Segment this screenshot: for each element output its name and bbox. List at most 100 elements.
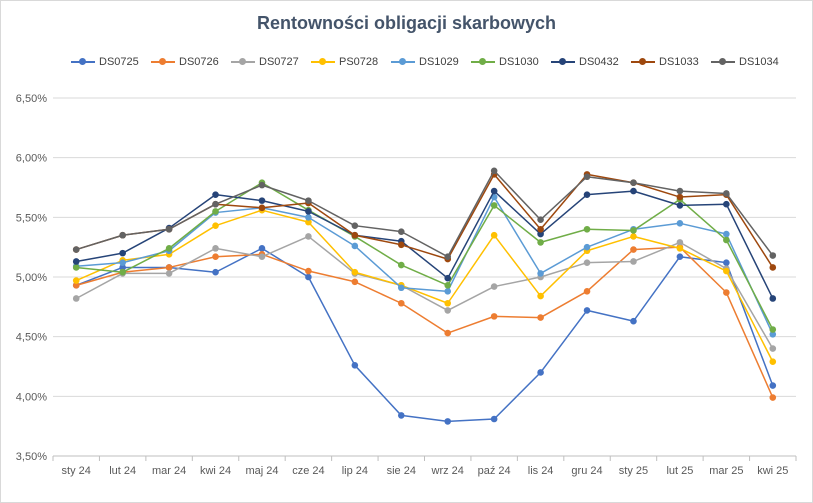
data-point xyxy=(583,259,591,266)
data-point xyxy=(72,264,80,271)
data-point xyxy=(769,326,777,333)
data-point xyxy=(676,239,684,246)
data-point xyxy=(119,249,126,257)
data-point xyxy=(351,278,359,286)
series-ds1034 xyxy=(72,167,777,261)
series-line xyxy=(76,196,774,335)
data-point xyxy=(676,253,684,261)
legend-label: DS1029 xyxy=(419,56,459,68)
data-point xyxy=(72,258,80,265)
data-point xyxy=(212,191,219,198)
x-tick-label: gru 24 xyxy=(571,465,602,477)
data-point xyxy=(72,282,80,289)
data-point xyxy=(583,288,591,295)
data-point xyxy=(444,288,452,295)
data-point xyxy=(583,307,591,314)
data-point xyxy=(397,284,405,292)
legend-swatch xyxy=(391,57,415,67)
legend-item: DS1033 xyxy=(631,53,699,71)
data-point xyxy=(676,202,684,209)
data-point xyxy=(723,190,730,197)
data-point xyxy=(723,200,730,208)
data-point xyxy=(490,167,498,175)
y-tick-label: 6,50% xyxy=(16,93,47,105)
data-point xyxy=(676,220,684,227)
data-point xyxy=(537,292,544,300)
data-point xyxy=(630,233,637,240)
data-point xyxy=(676,193,684,201)
chart-title: Rentowności obligacji skarbowych xyxy=(256,13,557,33)
data-point xyxy=(490,415,498,423)
series-ds0726 xyxy=(72,243,777,401)
data-point xyxy=(583,173,591,181)
data-point xyxy=(444,282,452,289)
data-point xyxy=(305,214,312,221)
data-point xyxy=(444,329,452,337)
data-point xyxy=(537,314,544,321)
data-point xyxy=(537,216,544,224)
legend-item: DS1030 xyxy=(471,53,539,71)
series-ps0728 xyxy=(72,206,777,366)
data-point xyxy=(630,258,637,265)
x-tick-label: sty 25 xyxy=(619,465,648,477)
data-point xyxy=(537,239,544,246)
legend-swatch xyxy=(71,57,95,67)
data-point xyxy=(119,268,126,276)
data-point xyxy=(723,230,730,238)
legend-swatch xyxy=(231,57,255,67)
legend-swatch xyxy=(631,57,655,67)
legend-swatch xyxy=(471,57,495,67)
legend-swatch xyxy=(711,57,735,67)
legend-item: DS0725 xyxy=(71,53,139,71)
y-tick-label: 4,00% xyxy=(16,391,47,403)
data-point xyxy=(212,208,219,215)
data-point xyxy=(723,267,730,275)
series-ds0727 xyxy=(72,233,777,352)
data-point xyxy=(258,204,266,212)
series-ds0725 xyxy=(72,245,777,425)
data-point xyxy=(72,295,80,302)
data-point xyxy=(583,191,591,198)
legend-label: DS1034 xyxy=(739,56,779,68)
data-point xyxy=(630,246,637,253)
data-point xyxy=(212,253,219,261)
data-point xyxy=(723,289,730,296)
data-point xyxy=(490,313,498,320)
data-point xyxy=(630,179,637,187)
legend-label: DS1033 xyxy=(659,56,699,68)
data-point xyxy=(630,317,637,325)
legend-label: DS0725 xyxy=(99,56,139,68)
data-point xyxy=(490,187,498,195)
x-tick-label: paź 24 xyxy=(478,465,511,477)
data-point xyxy=(305,233,312,240)
legend-item: DS1034 xyxy=(711,53,779,71)
data-point xyxy=(212,268,219,276)
data-point xyxy=(769,295,777,302)
legend-item: PS0728 xyxy=(311,53,378,71)
data-point xyxy=(165,225,173,233)
data-point xyxy=(119,259,126,266)
data-point xyxy=(676,187,684,195)
legend-label: PS0728 xyxy=(339,56,379,68)
x-tick-label: maj 24 xyxy=(245,465,278,477)
data-point xyxy=(444,274,452,282)
data-point xyxy=(444,307,452,314)
series-line xyxy=(76,181,774,330)
data-point xyxy=(258,181,266,189)
y-tick-label: 5,00% xyxy=(16,272,47,284)
x-tick-label: kwi 25 xyxy=(757,465,788,477)
data-point xyxy=(444,299,452,307)
data-point xyxy=(397,241,405,249)
legend-item: DS0726 xyxy=(151,53,219,71)
y-tick-label: 6,00% xyxy=(16,153,47,165)
data-point xyxy=(351,231,359,239)
data-point xyxy=(490,202,498,209)
series-line xyxy=(75,247,774,423)
series-line xyxy=(75,209,774,363)
data-point xyxy=(537,270,544,277)
data-point xyxy=(72,246,80,253)
data-point xyxy=(444,253,452,261)
data-point xyxy=(119,231,126,239)
data-point xyxy=(305,208,312,215)
